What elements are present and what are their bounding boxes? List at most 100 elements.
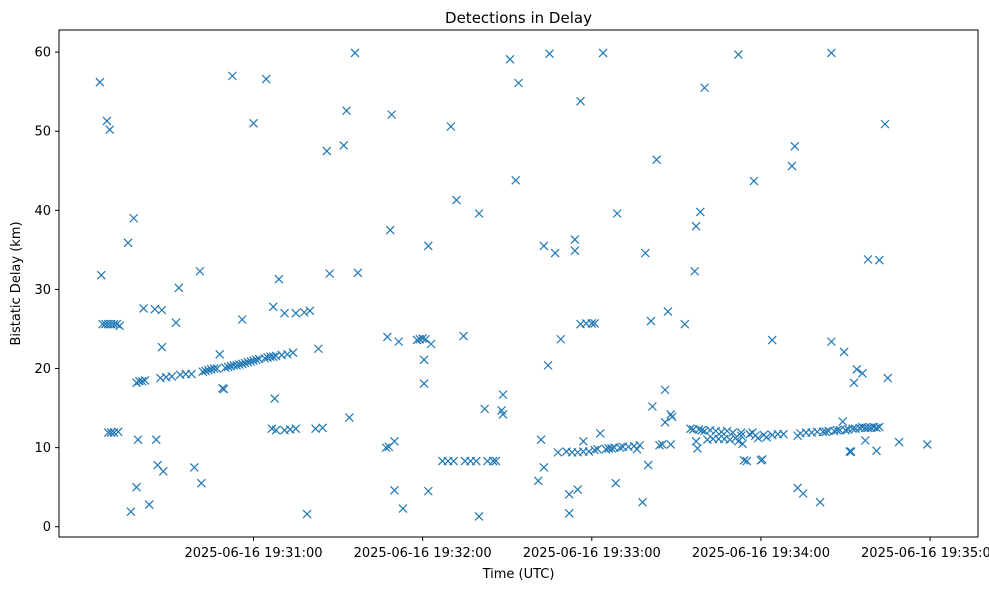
data-point	[587, 319, 597, 328]
chart-title: Detections in Delay	[445, 9, 592, 27]
data-point	[505, 54, 515, 64]
data-point	[663, 307, 673, 317]
data-point	[733, 50, 743, 59]
data-point	[311, 424, 320, 434]
data-point	[745, 429, 755, 439]
data-point	[151, 435, 161, 445]
data-point	[657, 440, 667, 449]
data-point	[268, 302, 278, 312]
data-point	[174, 283, 184, 293]
data-point	[536, 435, 546, 445]
data-point	[635, 440, 645, 450]
x-tick-label: 2025-06-16 19:32:00	[354, 546, 492, 561]
data-point	[474, 209, 484, 218]
data-point	[302, 509, 312, 519]
data-point	[826, 48, 836, 58]
data-point	[815, 497, 825, 507]
data-point	[288, 348, 298, 358]
data-point	[344, 413, 354, 422]
y-tick-label: 20	[34, 362, 51, 377]
data-point	[227, 71, 237, 81]
data-point	[201, 366, 211, 376]
x-axis-title: Time (UTC)	[482, 567, 555, 582]
data-point	[237, 359, 247, 369]
data-point	[219, 384, 229, 394]
data-point	[570, 246, 580, 256]
data-point	[848, 424, 857, 434]
data-point	[423, 241, 433, 251]
data-point	[666, 440, 676, 449]
data-point	[109, 319, 119, 329]
data-point	[694, 425, 704, 434]
data-point	[171, 318, 181, 328]
data-point	[872, 423, 881, 433]
data-point	[274, 274, 284, 284]
data-point	[129, 213, 139, 223]
data-point	[680, 319, 690, 329]
data-point	[480, 404, 490, 414]
data-point	[736, 428, 746, 438]
data-point	[880, 119, 890, 129]
data-point	[826, 337, 836, 347]
data-point	[381, 443, 391, 453]
data-point	[249, 118, 258, 128]
data-point	[123, 238, 133, 248]
data-point	[660, 385, 670, 395]
data-point	[246, 356, 256, 366]
data-point	[342, 106, 351, 116]
data-point	[666, 409, 676, 419]
data-point	[459, 331, 468, 341]
data-point	[260, 353, 270, 363]
data-point	[863, 254, 873, 264]
data-point	[212, 364, 222, 373]
data-point	[762, 432, 771, 442]
data-point	[421, 334, 430, 344]
data-point	[313, 344, 323, 354]
data-point	[139, 303, 148, 313]
data-point	[488, 456, 498, 466]
data-point	[133, 435, 143, 445]
data-point	[167, 372, 177, 381]
data-point	[652, 155, 662, 165]
data-point	[798, 489, 808, 498]
x-tick-label: 2025-06-16 19:31:00	[184, 546, 322, 561]
data-point	[498, 390, 508, 400]
data-point	[638, 497, 647, 507]
data-point	[137, 376, 147, 386]
data-point	[838, 417, 848, 426]
data-point	[223, 362, 233, 372]
data-point	[353, 268, 363, 278]
data-point	[655, 440, 664, 450]
data-point	[113, 427, 123, 437]
data-point	[418, 334, 428, 343]
y-axis-ticks: 0 10 20 30 40 50 60	[34, 46, 59, 535]
data-point	[150, 304, 160, 314]
data-point	[261, 74, 271, 84]
data-point	[318, 423, 328, 433]
data-point	[398, 504, 408, 513]
data-point	[215, 349, 225, 359]
data-point	[757, 455, 767, 464]
data-point	[556, 334, 566, 344]
y-axis-title: Bistatic Delay (km)	[9, 221, 24, 345]
data-point	[203, 365, 213, 375]
data-point	[390, 436, 399, 446]
data-point	[339, 141, 349, 150]
data-point	[195, 266, 205, 276]
data-point	[498, 409, 508, 419]
data-point	[249, 356, 258, 366]
x-tick-label: 2025-06-16 19:33:00	[523, 546, 661, 561]
data-point	[578, 436, 588, 446]
data-point	[733, 436, 743, 446]
data-point	[533, 476, 543, 486]
data-point	[590, 319, 600, 328]
data-point	[270, 394, 280, 404]
data-point	[140, 375, 150, 385]
data-point	[857, 368, 867, 378]
data-point	[691, 221, 701, 231]
data-points	[95, 48, 932, 521]
data-point	[646, 316, 656, 326]
data-point	[126, 507, 136, 517]
data-point	[96, 270, 106, 280]
data-point	[787, 161, 797, 171]
